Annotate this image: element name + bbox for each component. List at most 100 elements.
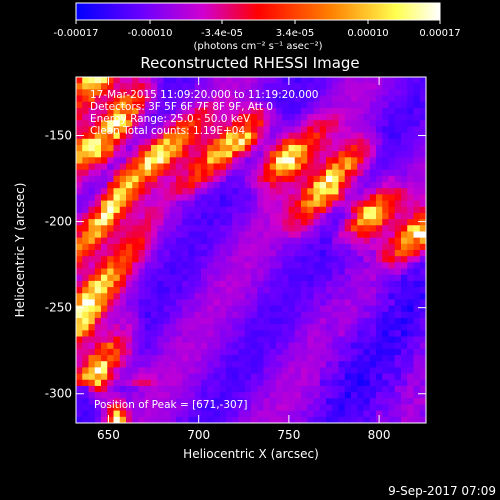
heatmap-cell <box>313 385 321 393</box>
heatmap-cell <box>238 317 246 325</box>
heatmap-cell <box>119 151 127 158</box>
heatmap-cell <box>219 169 227 177</box>
heatmap-cell <box>88 355 96 362</box>
heatmap-cell <box>419 250 427 257</box>
heatmap-cell <box>188 151 196 158</box>
heatmap-cell <box>194 410 202 418</box>
heatmap-cell <box>276 404 283 412</box>
heatmap-cell <box>132 287 139 294</box>
heatmap-cell <box>188 268 196 276</box>
heatmap-cell <box>238 324 246 331</box>
heatmap-cell <box>132 305 139 313</box>
heatmap-cell <box>319 243 327 251</box>
heatmap-cell <box>94 324 102 331</box>
heatmap-cell <box>319 225 327 232</box>
heatmap-cell <box>113 416 121 424</box>
heatmap-cell <box>288 385 296 393</box>
heatmap-cell <box>332 404 339 412</box>
heatmap-cell <box>126 188 133 195</box>
heatmap-cell <box>169 262 177 269</box>
heatmap-cell <box>169 231 177 239</box>
heatmap-cell <box>76 410 83 418</box>
heatmap-cell <box>407 132 414 140</box>
heatmap-cell <box>132 336 139 344</box>
heatmap-cell <box>269 373 277 381</box>
heatmap-cell <box>213 132 221 140</box>
heatmap-cell <box>144 392 152 399</box>
heatmap-cell <box>407 336 414 344</box>
heatmap-cell <box>163 77 171 84</box>
heatmap-cell <box>88 243 96 251</box>
heatmap-cell <box>363 83 371 90</box>
heatmap-cell <box>338 293 346 300</box>
heatmap-cell <box>82 324 89 331</box>
heatmap-cell <box>132 262 139 269</box>
heatmap-cell <box>194 379 202 387</box>
heatmap-cell <box>326 188 333 195</box>
heatmap-cell <box>388 101 396 109</box>
heatmap-cell <box>338 212 346 220</box>
heatmap-cell <box>126 219 133 226</box>
heatmap-cell <box>244 293 252 300</box>
heatmap-cell <box>326 132 333 140</box>
heatmap-cell <box>213 293 221 300</box>
heatmap-cell <box>407 330 414 337</box>
heatmap-cell <box>101 77 108 84</box>
heatmap-cell <box>419 336 427 344</box>
heatmap-cell <box>382 126 389 134</box>
heatmap-cell <box>144 268 152 276</box>
heatmap-cell <box>126 348 133 356</box>
heatmap-cell <box>263 219 271 226</box>
heatmap-cell <box>244 237 252 245</box>
heatmap-cell <box>163 206 171 214</box>
heatmap-cell <box>263 348 271 356</box>
heatmap-cell <box>107 237 114 245</box>
heatmap-cell <box>344 138 352 146</box>
heatmap-cell <box>413 280 421 288</box>
heatmap-cell <box>213 231 221 239</box>
heatmap-cell <box>307 324 314 331</box>
heatmap-cell <box>182 107 189 115</box>
heatmap-cell <box>126 144 133 152</box>
heatmap-cell <box>382 404 389 412</box>
heatmap-cell <box>126 95 133 103</box>
heatmap-cell <box>182 212 189 220</box>
heatmap-cell <box>226 243 233 251</box>
heatmap-cell <box>419 416 427 424</box>
heatmap-cell <box>169 83 177 90</box>
heatmap-cell <box>382 385 389 393</box>
heatmap-cell <box>94 206 102 214</box>
heatmap-cell <box>326 280 333 288</box>
heatmap-cell <box>388 355 396 362</box>
heatmap-cell <box>82 305 89 313</box>
heatmap-cell <box>307 361 314 368</box>
heatmap-cell <box>313 107 321 115</box>
heatmap-cell <box>219 330 227 337</box>
heatmap-cell <box>238 169 246 177</box>
heatmap-cell <box>251 355 258 362</box>
heatmap-cell <box>188 379 196 387</box>
heatmap-cell <box>357 348 364 356</box>
heatmap-cell <box>244 114 252 121</box>
heatmap-cell <box>276 416 283 424</box>
heatmap-cell <box>401 101 408 109</box>
heatmap-cell <box>251 404 258 412</box>
heatmap-cell <box>288 107 296 115</box>
heatmap-cell <box>213 138 221 146</box>
heatmap-cell <box>382 225 389 232</box>
heatmap-cell <box>82 114 89 121</box>
heatmap-cell <box>251 219 258 226</box>
heatmap-cell <box>232 169 239 177</box>
heatmap-cell <box>313 163 321 171</box>
heatmap-cell <box>344 262 352 269</box>
heatmap-cell <box>107 138 114 146</box>
heatmap-cell <box>419 212 427 220</box>
heatmap-cell <box>219 311 227 319</box>
heatmap-cell <box>132 206 139 214</box>
heatmap-cell <box>151 225 158 232</box>
heatmap-cell <box>319 101 327 109</box>
heatmap-cell <box>338 324 346 331</box>
heatmap-cell <box>232 373 239 381</box>
heatmap-cell <box>119 361 127 368</box>
heatmap-cell <box>419 330 427 337</box>
